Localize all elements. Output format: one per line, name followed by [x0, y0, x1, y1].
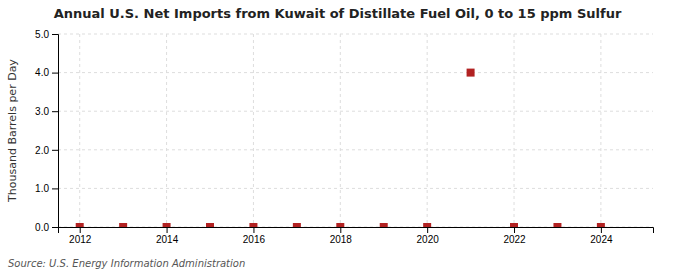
- y-grid-line: [58, 111, 653, 112]
- point: [336, 223, 344, 227]
- x-grid-line: [427, 34, 428, 227]
- y-tick: 1.0: [35, 183, 58, 194]
- x-tick-label: 2014: [156, 234, 179, 245]
- y-tick-mark: [52, 111, 58, 112]
- y-axis-line: [52, 35, 59, 228]
- y-tick-mark: [52, 73, 58, 74]
- x-tick-mark: [514, 227, 515, 233]
- x-tick-mark: [340, 227, 341, 233]
- y-tick: 0.0: [35, 222, 58, 233]
- x-tick-label: 2012: [69, 234, 92, 245]
- chart-svg: 2012 2014 2016 2018 2020 2022 2024 0.0 1.0 2.0 3.0…: [0, 0, 675, 275]
- y-tick-mark: [52, 150, 58, 151]
- x-tick: 2024: [590, 227, 613, 245]
- point: [423, 223, 431, 227]
- x-tick-mark: [253, 227, 254, 233]
- point: [293, 223, 301, 227]
- chart-container: 2012 2014 2016 2018 2020 2022 2024 0.0 1.0 2.0 3.0…: [0, 0, 675, 275]
- point: [76, 223, 84, 227]
- point: [119, 223, 127, 227]
- x-tick: 2020: [417, 227, 440, 245]
- y-tick-mark: [52, 34, 58, 35]
- point: [206, 223, 214, 227]
- point: [510, 223, 518, 227]
- x-tick: 2014: [156, 227, 179, 245]
- x-grid-line: [514, 34, 515, 227]
- y-tick-mark: [52, 227, 58, 228]
- point: [249, 223, 257, 227]
- x-tick-label: 2016: [243, 234, 266, 245]
- y-tick-mark: [52, 188, 58, 189]
- x-tick-label: 2024: [590, 234, 613, 245]
- x-tick-label: 2020: [417, 234, 440, 245]
- x-tick-label: 2022: [503, 234, 526, 245]
- y-tick-label: 1.0: [35, 183, 49, 194]
- x-grid-line: [79, 34, 80, 227]
- x-tick: 2012: [69, 227, 92, 245]
- x-grid-line: [166, 34, 167, 227]
- x-axis-line: [59, 228, 654, 234]
- x-tick-mark: [167, 227, 168, 233]
- y-tick-label: 0.0: [35, 222, 49, 233]
- y-grid-line: [58, 34, 653, 35]
- x-grid-line: [600, 34, 601, 227]
- y-tick: 5.0: [35, 29, 58, 40]
- points: [76, 69, 605, 227]
- x-tick-mark: [427, 227, 428, 233]
- x-tick: 2022: [503, 227, 526, 245]
- y-tick-label: 2.0: [35, 145, 49, 156]
- y-axis-label: Thousand Barrels per Day: [6, 59, 19, 203]
- y-tick: 2.0: [35, 145, 58, 156]
- x-tick-mark: [601, 227, 602, 233]
- y-tick-label: 3.0: [35, 106, 49, 117]
- grid: [58, 34, 653, 227]
- y-tick-label: 5.0: [35, 29, 49, 40]
- x-tick-label: 2018: [330, 234, 353, 245]
- y-grid-line: [58, 72, 653, 73]
- x-grid-line: [253, 34, 254, 227]
- x-tick-mark: [80, 227, 81, 233]
- y-tick-label: 4.0: [35, 67, 49, 78]
- y-grid-line: [58, 149, 653, 150]
- point: [163, 223, 171, 227]
- x-tick: 2018: [330, 227, 353, 245]
- point: [380, 223, 388, 227]
- point: [553, 223, 561, 227]
- x-grid-line: [340, 34, 341, 227]
- point: [467, 69, 475, 77]
- annotation: Source: U.S. Energy Information Administ…: [8, 258, 245, 269]
- y-grid-line: [58, 188, 653, 189]
- point: [597, 223, 605, 227]
- y-tick: 4.0: [35, 67, 58, 78]
- x-tick: 2016: [243, 227, 266, 245]
- title: Annual U.S. Net Imports from Kuwait of D…: [54, 6, 622, 21]
- plot-area: 2012 2014 2016 2018 2020 2022 2024 0.0 1.0 2.0 3.0…: [35, 29, 653, 245]
- y-axis: 0.0 1.0 2.0 3.0 4.0 5.0: [35, 29, 58, 233]
- y-tick: 3.0: [35, 106, 58, 117]
- x-axis: 2012 2014 2016 2018 2020 2022 2024: [59, 227, 654, 245]
